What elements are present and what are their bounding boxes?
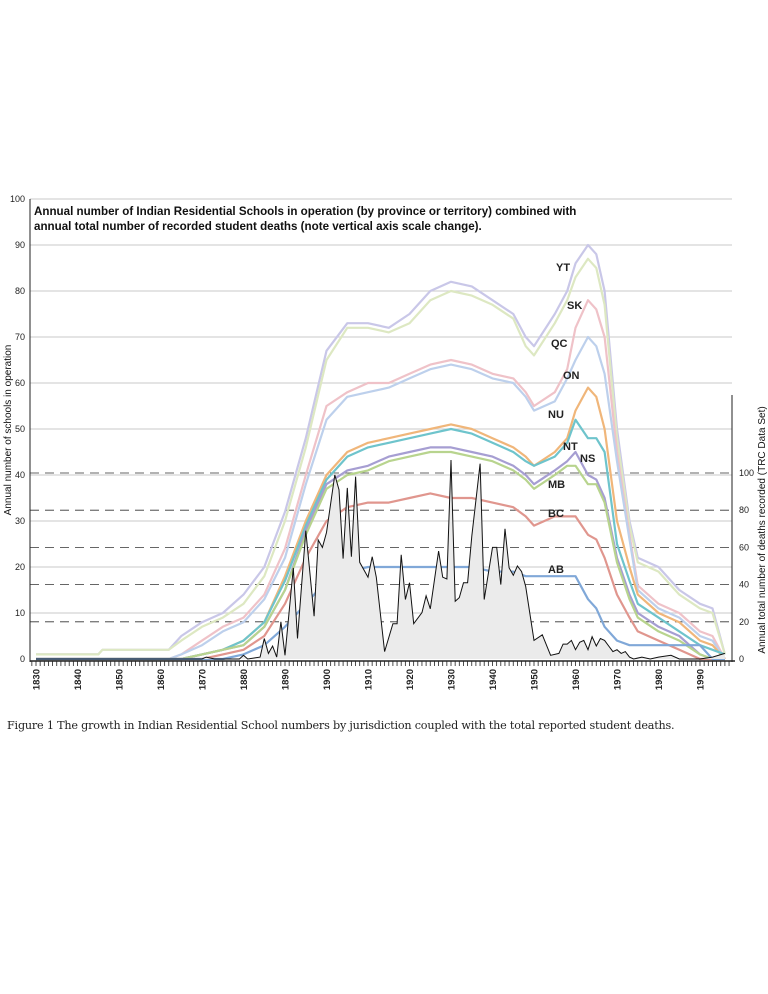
series-label-yt: YT xyxy=(556,262,570,274)
x-tick-label: 1830 xyxy=(32,669,43,690)
x-tick-label: 1860 xyxy=(156,669,167,690)
series-label-nt: NT xyxy=(563,441,578,453)
y-tick-label: 100 xyxy=(10,194,25,204)
series-label-mb: MB xyxy=(548,479,565,491)
y-tick-label: 20 xyxy=(15,562,25,572)
series-label-bc: BC xyxy=(548,508,564,520)
x-tick-label: 1850 xyxy=(115,669,126,690)
series-label-sk: SK xyxy=(567,300,582,312)
series-label-qc: QC xyxy=(551,338,568,350)
x-tick-label: 1930 xyxy=(447,669,458,690)
x-tick-label: 1900 xyxy=(322,669,333,690)
x-tick-label: 1960 xyxy=(571,669,582,690)
deaths-line xyxy=(36,459,726,660)
x-tick-label: 1910 xyxy=(364,669,375,690)
y-axis-title: Annual number of schools in operation xyxy=(3,345,14,516)
series-line-mb xyxy=(36,450,725,661)
x-tick-label: 1890 xyxy=(281,669,292,690)
y2-tick-label: 40 xyxy=(739,580,749,590)
y-tick-label: 10 xyxy=(15,608,25,618)
chart-title-line2: annual total number of recorded student … xyxy=(34,220,482,233)
x-tick-label: 1880 xyxy=(239,669,250,690)
y-tick-label: 60 xyxy=(15,378,25,388)
series-label-ab: AB xyxy=(548,564,564,576)
y2-tick-label: 60 xyxy=(739,542,749,552)
x-tick-label: 1950 xyxy=(530,669,541,690)
series-lines xyxy=(36,243,726,661)
chart-title-line1: Annual number of Indian Residential Scho… xyxy=(34,205,576,218)
deaths-area xyxy=(36,460,725,659)
series-line-on xyxy=(36,335,726,661)
y2-tick-label: 20 xyxy=(739,617,749,627)
y2-tick-label: 0 xyxy=(739,654,744,664)
y-tick-label: 90 xyxy=(15,240,25,250)
figure-caption: Figure 1 The growth in Indian Residentia… xyxy=(7,719,675,732)
y-tick-label: 70 xyxy=(15,332,25,342)
y-tick-label: 40 xyxy=(15,470,25,480)
y-tick-label: 80 xyxy=(15,286,25,296)
x-tick-label: 1870 xyxy=(198,669,209,690)
series-label-nu: NU xyxy=(548,409,564,421)
x-tick-label: 1970 xyxy=(613,669,624,690)
series-line-yt xyxy=(36,243,726,656)
x-tick-label: 1920 xyxy=(405,669,416,690)
axes: 0 10 20 30 40 50 60 70 80 90 100 0 20 40 60 80 100 1830 18… xyxy=(10,194,754,690)
y-tick-label: 0 xyxy=(20,654,25,664)
series-label-ns: NS xyxy=(580,453,595,465)
series-line-sk xyxy=(36,257,726,656)
series-line-bc xyxy=(36,492,725,661)
x-tick-label: 1990 xyxy=(696,669,707,690)
x-tick-label: 1940 xyxy=(488,669,499,690)
y2-tick-label: 100 xyxy=(739,468,754,478)
x-tick-label: 1980 xyxy=(654,669,665,690)
series-label-on: ON xyxy=(563,370,580,382)
deaths-series xyxy=(36,459,726,660)
y-tick-label: 30 xyxy=(15,516,25,526)
x-tick-label: 1840 xyxy=(73,669,84,690)
y-tick-label: 50 xyxy=(15,424,25,434)
y2-axis-title: Annual total number of deaths recorded (… xyxy=(757,406,768,653)
y2-tick-label: 80 xyxy=(739,505,749,515)
